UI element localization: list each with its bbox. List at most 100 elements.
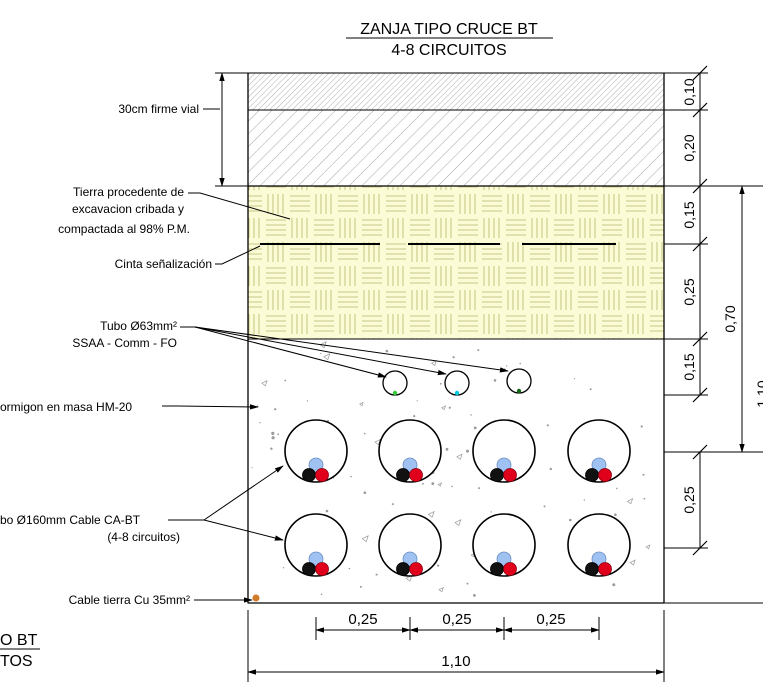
aggregate-dot	[359, 585, 362, 588]
aggregate-dot	[640, 425, 643, 428]
aggregate-dot	[439, 382, 442, 385]
aggregate-stone	[261, 379, 268, 387]
aggregate-dot	[251, 467, 253, 469]
large-tube	[284, 419, 348, 483]
large-tube	[378, 513, 442, 577]
aggregate-stone	[323, 353, 331, 361]
aggregate-stone	[454, 518, 462, 526]
firme-dimension	[215, 72, 248, 187]
aggregate-stone	[319, 341, 327, 349]
right-dimension-chain	[664, 72, 763, 604]
aggregate-dot	[320, 593, 323, 596]
large-tube	[567, 513, 631, 577]
aggregate-stone	[361, 535, 369, 543]
aggregate-dot	[350, 475, 352, 478]
aggregate-dot	[589, 388, 592, 391]
aggregate-dot	[306, 400, 309, 402]
dim-right-5: 0,25	[681, 486, 697, 513]
aggregate-stone	[359, 401, 364, 407]
aggregate-dot	[503, 368, 506, 371]
aggregate-dot	[549, 467, 552, 471]
large-tube	[472, 513, 536, 577]
dim-bottom-2: 0,25	[536, 611, 565, 628]
aggregate-dot	[505, 365, 508, 367]
large-tube	[472, 419, 536, 483]
cropped-title-line-2: TOS	[0, 653, 33, 670]
aggregate-dot	[451, 485, 453, 488]
label-firme-vial: 30cm firme vial	[118, 102, 199, 116]
dim-bottom-total: 1,10	[441, 653, 470, 670]
label-tierra-3: compactada al 98% P.M.	[58, 222, 190, 236]
title-line-1: ZANJA TIPO CRUCE BT	[360, 21, 538, 38]
backfill-soil-layer	[247, 185, 665, 340]
aggregate-dot	[270, 447, 273, 450]
large-tube	[378, 419, 442, 483]
aggregate-stone	[430, 360, 437, 367]
aggregate-dot	[375, 573, 378, 576]
aggregate-dot	[490, 511, 492, 513]
aggregate-dot	[478, 487, 480, 490]
aggregate-dot	[546, 424, 549, 427]
dim-bottom-0: 0,25	[348, 611, 377, 628]
aggregate-stone	[645, 544, 651, 550]
title-line-2: 4-8 CIRCUITOS	[391, 42, 506, 59]
right-dimension-labels: 0,10 0,20 0,15 0,25 0,15 0,25 0,70 1,10	[681, 78, 763, 513]
aggregate-dot	[466, 449, 469, 453]
bottom-dimension-chain	[247, 610, 665, 682]
aggregate-dot	[493, 379, 497, 382]
aggregate-stone	[441, 405, 447, 411]
aggregate-stone	[437, 482, 443, 487]
aggregate-dot	[473, 426, 477, 430]
label-tubo63-2: SSAA - Comm - FO	[72, 336, 177, 350]
aggregate-dot	[445, 447, 449, 451]
label-tubo63-1: Tubo Ø63mm²	[100, 319, 177, 333]
left-labels: 30cm firme vial Tierra procedente de exc…	[0, 102, 509, 607]
trench-outline	[247, 73, 665, 604]
aggregate-dot	[413, 415, 416, 418]
earth-cable-marker	[252, 594, 260, 602]
aggregate-dot	[385, 349, 389, 353]
diagram-title: ZANJA TIPO CRUCE BT 4-8 CIRCUITOS	[346, 21, 553, 59]
label-tierra-1: Tierra procedente de	[73, 185, 184, 199]
aggregate-stone	[629, 559, 636, 566]
dim-right-1: 0,20	[681, 134, 697, 161]
aggregate-dot	[422, 482, 424, 485]
aggregate-dot	[320, 352, 322, 355]
aggregate-dot	[259, 422, 261, 424]
aggregate-dot	[282, 567, 285, 569]
aggregate-dot	[274, 408, 277, 411]
aggregate-dot	[391, 503, 394, 506]
aggregate-dot	[448, 406, 451, 409]
aggregate-dot	[614, 513, 617, 516]
cropped-title-line-1: O BT	[0, 632, 38, 649]
large-tube	[284, 513, 348, 577]
bottom-dimension-labels: 0,25 0,25 0,25 1,10	[348, 611, 565, 670]
aggregate-dot	[616, 487, 618, 490]
aggregate-stone	[405, 574, 413, 582]
aggregate-dot	[284, 379, 287, 382]
small-tube	[506, 368, 532, 394]
aggregate-dot	[363, 491, 367, 495]
aggregate-stone	[456, 453, 463, 460]
label-tubo160-1: bo Ø160mm Cable CA-BT	[0, 513, 141, 527]
aggregate-stone	[438, 586, 444, 593]
large-tubes-160mm	[284, 419, 631, 577]
label-cinta: Cinta señalización	[115, 257, 212, 271]
aggregate-dot	[437, 564, 440, 567]
small-tubes-63mm	[382, 368, 532, 396]
aggregate-dot	[543, 505, 546, 508]
cropped-title-fragment: O BT TOS	[0, 632, 40, 670]
aggregate-dot	[466, 582, 469, 585]
aggregate-dot	[477, 349, 480, 352]
dim-right-0: 0,10	[681, 78, 697, 105]
aggregate-dot	[569, 518, 572, 522]
dim-total-right: 0,70	[722, 305, 738, 332]
right-dimension-ticks	[692, 65, 708, 556]
large-tube	[567, 419, 631, 483]
aggregate-dot	[325, 509, 329, 513]
aggregate-dot	[416, 400, 418, 402]
aggregate-dot	[271, 436, 275, 440]
label-hormigon: ormigon en masa HM-20	[0, 400, 132, 414]
dim-right-4: 0,15	[681, 353, 697, 380]
aggregate-dot	[519, 362, 521, 365]
